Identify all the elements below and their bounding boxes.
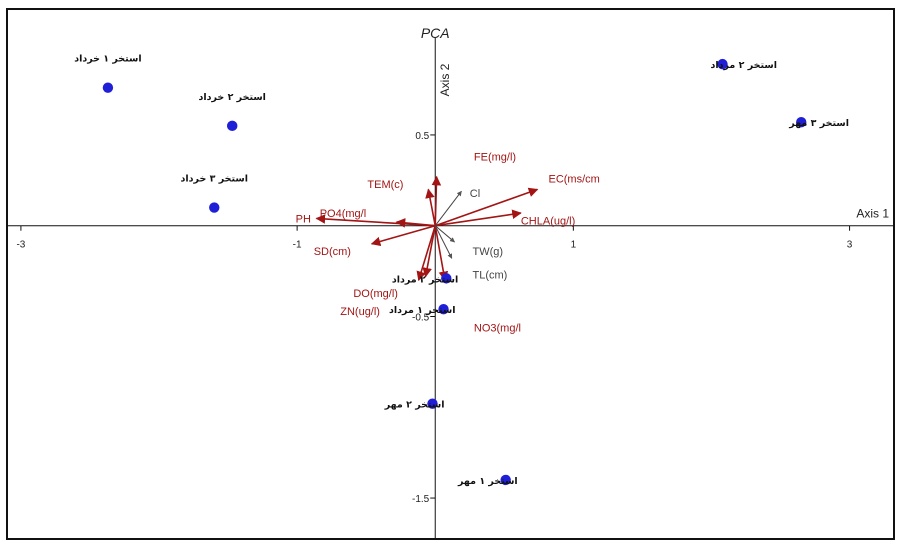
- score-point: [209, 202, 220, 213]
- point-label: استخر ۱ خرداد: [74, 54, 141, 65]
- chart-title: PCA: [421, 25, 450, 41]
- score-point: [227, 120, 238, 132]
- loading-vector: [434, 225, 449, 282]
- chart-frame: FE(mg/l) EC(ms/cm CHLA(ug/l) TEM(c) PO4(mg/l…: [6, 8, 895, 540]
- x-tick-label: -1: [293, 240, 302, 251]
- point-label: استخر ۲ مرداد: [392, 274, 458, 285]
- loading-vector: [370, 224, 436, 247]
- y-tick-label: -0.5: [412, 312, 430, 323]
- vector-label: TL(cm): [473, 270, 508, 282]
- point-label: استخر ۲ مرداد: [711, 60, 777, 71]
- loading-vector: [434, 225, 455, 243]
- vector-label: DO(mg/l): [353, 288, 398, 300]
- loading-vectors: FE(mg/l) EC(ms/cm CHLA(ug/l) TEM(c) PO4(mg/l…: [296, 152, 600, 335]
- x-tick-label: 3: [847, 240, 853, 251]
- x-axis-label: Axis 1: [856, 207, 889, 221]
- vector-label: CHLA(ug/l): [521, 215, 575, 227]
- point-label: استخر ۱ مهر: [457, 476, 518, 487]
- vector-label: TW(g): [473, 246, 504, 258]
- loading-vector: [431, 175, 442, 226]
- loading-vector: [434, 190, 462, 227]
- loading-vector: [435, 209, 522, 227]
- point-label: استخر ۳ مهر: [788, 118, 849, 129]
- score-point: [796, 117, 807, 128]
- y-tick-label: -1.5: [412, 494, 430, 505]
- vector-label: SD(cm): [314, 246, 351, 258]
- pca-biplot: FE(mg/l) EC(ms/cm CHLA(ug/l) TEM(c) PO4(mg/l…: [8, 25, 893, 538]
- x-tick-label: 1: [571, 240, 577, 251]
- score-point: [441, 273, 452, 284]
- vector-label: TEM(c): [367, 179, 403, 191]
- axes: [8, 38, 893, 538]
- score-point: [717, 58, 728, 70]
- axis-text: -3 -1 1 3 0.5 -0.5 -1.5 PCA Axis 1 Axis 2: [16, 25, 889, 505]
- loading-vector: [315, 214, 436, 227]
- vector-label: NO3(mg/l: [474, 322, 521, 334]
- point-label: استخر ۳ خرداد: [181, 174, 248, 185]
- vector-label: PO4(mg/l: [320, 208, 366, 220]
- loading-vector: [425, 188, 437, 226]
- y-tick-label: 0.5: [415, 131, 429, 142]
- vector-label: FE(mg/l): [474, 152, 516, 164]
- point-label: استخر ۲ خرداد: [198, 92, 265, 103]
- vector-label: EC(ms/cm: [548, 174, 599, 186]
- vector-label: PH: [296, 213, 311, 225]
- score-points: استخر ۱ خرداد استخر ۲ خرداد استخر ۳ خرداد ا…: [74, 54, 849, 487]
- point-label: استخر ۱ مرداد: [389, 305, 455, 316]
- x-tick-label: -3: [16, 240, 25, 251]
- loading-vector: [434, 225, 453, 259]
- loading-vector: [416, 225, 437, 282]
- y-axis-label: Axis 2: [438, 63, 452, 96]
- point-label: استخر ۲ مهر: [384, 400, 445, 411]
- score-point: [438, 304, 449, 315]
- score-point: [102, 82, 114, 93]
- score-point: [427, 398, 438, 409]
- vector-label: ZN(ug/l): [340, 306, 380, 318]
- loading-vector: [422, 225, 437, 278]
- vector-label: Cl: [470, 188, 480, 200]
- loading-vector: [434, 187, 539, 227]
- score-point: [500, 474, 511, 486]
